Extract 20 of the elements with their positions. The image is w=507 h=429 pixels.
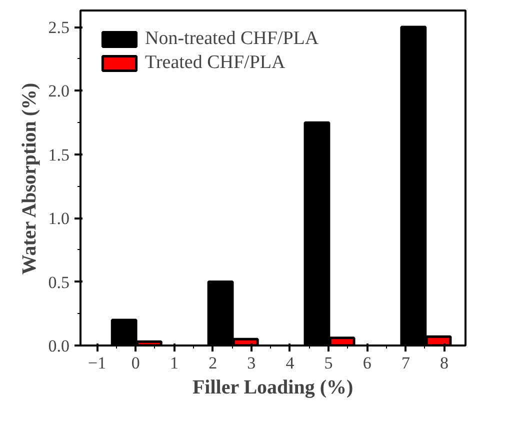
y-tick-label: 2.0 xyxy=(48,82,70,101)
y-tick-label: 0.0 xyxy=(48,336,70,356)
x-tick-label: 1 xyxy=(170,354,178,372)
x-axis-title: Filler Loading (%) xyxy=(192,376,354,398)
x-tick-label: 0 xyxy=(131,354,140,372)
x-tick-label: 5 xyxy=(324,354,333,372)
x-tick-label: 8 xyxy=(440,354,449,372)
y-tick-label: 1.0 xyxy=(48,209,70,228)
y-tick-label: 2.5 xyxy=(48,18,70,38)
legend-label: Treated CHF/PLA xyxy=(145,52,286,74)
y-tick-label: 0.5 xyxy=(48,272,70,292)
x-tick-label: 6 xyxy=(362,354,372,372)
legend-label: Non-treated CHF/PLA xyxy=(145,28,319,50)
x-tick-label: 4 xyxy=(286,354,295,372)
x-tick-label: 3 xyxy=(247,354,256,372)
y-tick-label: 1.5 xyxy=(48,145,70,164)
x-tick-label: 2 xyxy=(208,354,218,372)
y-axis-title: Water Absorption (%) xyxy=(18,82,40,275)
x-tick-label: −1 xyxy=(88,354,106,372)
x-tick-label: 7 xyxy=(401,354,410,372)
